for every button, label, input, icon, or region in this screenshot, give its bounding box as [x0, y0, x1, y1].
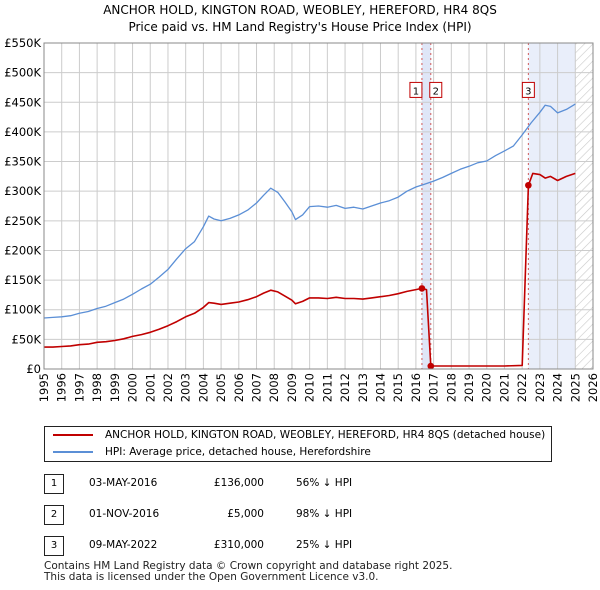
transaction-date: 09-MAY-2022 [89, 539, 158, 551]
x-tick-label: 2018 [444, 373, 458, 402]
legend: ANCHOR HOLD, KINGTON ROAD, WEOBLEY, HERE… [44, 426, 552, 462]
transaction-number: 3 [44, 536, 64, 556]
legend-item-hpi: HPI: Average price, detached house, Here… [53, 444, 371, 460]
legend-label-property: ANCHOR HOLD, KINGTON ROAD, WEOBLEY, HERE… [105, 429, 546, 441]
forecast-hatch [575, 43, 593, 369]
transaction-hpi: 25% ↓ HPI [296, 539, 353, 551]
footer: Contains HM Land Registry data © Crown c… [44, 561, 452, 583]
price-chart: ANCHOR HOLD, KINGTON ROAD, WEOBLEY, HERE… [4, 3, 600, 402]
y-tick-label: £350K [4, 155, 41, 169]
y-tick-label: £100K [4, 303, 41, 317]
transaction-price: £5,000 [227, 508, 264, 520]
x-tick-label: 2016 [409, 373, 423, 402]
x-tick-label: 2025 [568, 373, 582, 402]
shaded-region [528, 43, 576, 369]
x-tick-label: 1997 [72, 373, 86, 402]
marker-label-box [429, 81, 443, 98]
x-tick-label: 2014 [373, 373, 387, 402]
x-tick-label: 2010 [303, 373, 317, 402]
sale-point [525, 181, 532, 189]
x-tick-label: 2007 [250, 373, 264, 402]
x-tick-label: 2021 [497, 373, 511, 402]
price-paid-line [44, 172, 576, 367]
marker-label-box [521, 81, 535, 98]
transaction-row: 2 01-NOV-2016 £5,000 98% ↓ HPI [44, 505, 564, 525]
x-tick-label: 2020 [480, 373, 494, 402]
x-tick-label: 2022 [515, 373, 529, 402]
x-tick-label: 1996 [55, 373, 69, 402]
y-tick-label: £50K [12, 332, 42, 346]
transaction-number: 2 [44, 505, 64, 525]
hpi-line [43, 103, 576, 319]
x-tick-label: 2002 [161, 373, 175, 402]
footer-copyright: Contains HM Land Registry data © Crown c… [44, 560, 453, 572]
y-tick-label: £300K [4, 184, 41, 198]
transaction-price: £310,000 [213, 539, 264, 551]
legend-item-property: ANCHOR HOLD, KINGTON ROAD, WEOBLEY, HERE… [53, 427, 545, 443]
x-tick-label: 2026 [586, 373, 600, 402]
transaction-hpi: 98% ↓ HPI [296, 508, 353, 520]
y-tick-label: £550K [4, 36, 41, 50]
chart-title: ANCHOR HOLD, KINGTON ROAD, WEOBLEY, HERE… [103, 3, 497, 17]
y-tick-label: £400K [4, 125, 41, 139]
legend-swatch-property [53, 434, 93, 436]
x-tick-label: 2011 [320, 373, 334, 402]
x-tick-label: 2006 [232, 373, 246, 402]
sale-point [418, 285, 426, 292]
x-tick-label: 2004 [196, 373, 210, 402]
plot-frame [43, 42, 594, 370]
marker-label: 1 [413, 86, 419, 97]
y-tick-label: £450K [4, 95, 41, 109]
x-tick-label: 2000 [126, 373, 140, 402]
x-tick-label: 2003 [179, 373, 193, 402]
x-tick-label: 2012 [338, 373, 352, 402]
x-tick-label: 2017 [427, 373, 441, 402]
x-tick-label: 2001 [143, 373, 157, 402]
transaction-row: 3 09-MAY-2022 £310,000 25% ↓ HPI [44, 536, 564, 556]
y-tick-label: £200K [4, 243, 41, 257]
sale-point [427, 362, 435, 370]
marker-label-box [409, 81, 423, 98]
legend-label-hpi: HPI: Average price, detached house, Here… [105, 446, 371, 458]
transaction-number: 1 [44, 474, 64, 494]
transaction-hpi: 56% ↓ HPI [296, 477, 353, 489]
transaction-row: 1 03-MAY-2016 £136,000 56% ↓ HPI [44, 474, 564, 494]
x-tick-label: 2019 [462, 373, 476, 402]
x-tick-label: 2008 [267, 373, 281, 402]
x-tick-label: 2005 [214, 373, 228, 402]
transaction-date: 01-NOV-2016 [89, 508, 160, 520]
transaction-date: 03-MAY-2016 [89, 477, 158, 489]
y-tick-label: £250K [4, 214, 41, 228]
x-tick-label: 1995 [37, 373, 51, 402]
footer-licence: This data is licensed under the Open Gov… [44, 571, 379, 583]
chart-subtitle: Price paid vs. HM Land Registry's House … [128, 20, 471, 34]
x-tick-label: 2024 [551, 373, 565, 402]
legend-swatch-hpi [53, 451, 93, 453]
x-tick-label: 2015 [391, 373, 405, 402]
marker-label: 2 [433, 86, 439, 97]
x-tick-label: 1998 [90, 373, 104, 402]
x-tick-label: 1999 [108, 373, 122, 402]
x-tick-label: 2009 [285, 373, 299, 402]
y-tick-label: £0 [26, 362, 41, 376]
y-tick-label: £500K [4, 66, 41, 80]
y-tick-label: £150K [4, 273, 41, 287]
transaction-price: £136,000 [213, 477, 264, 489]
x-tick-label: 2023 [533, 373, 547, 402]
x-tick-label: 2013 [356, 373, 370, 402]
marker-label: 3 [525, 86, 531, 97]
shaded-region [421, 43, 431, 369]
